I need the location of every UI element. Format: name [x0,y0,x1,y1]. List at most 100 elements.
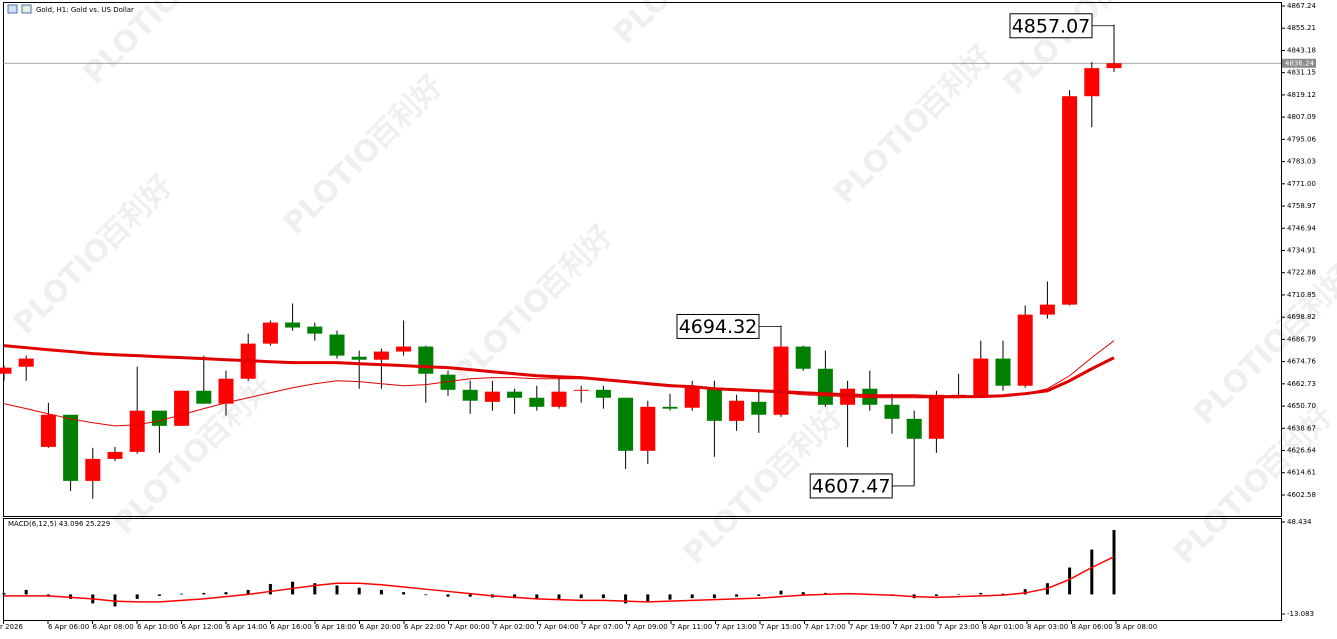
y-tick-label: 4746.94 [1287,224,1316,232]
y-tick-label: 4855.21 [1287,24,1316,32]
macd-bar [624,594,628,604]
candle-body [906,418,922,439]
macd-y-tick-label: -13.083 [1287,610,1314,618]
x-tick-label: 6 Apr 10:00 [137,623,178,631]
y-tick-label: 4698.82 [1287,313,1316,321]
candle-body [396,346,412,352]
macd-bar [979,592,983,595]
x-tick-label: 7 Apr 17:00 [805,623,846,631]
watermark-text: PLOTIO [107,430,218,541]
candle-body [18,358,34,367]
macd-title: MACD(6,12,5) 43.096 25.229 [8,520,110,528]
macd-bar [424,594,428,596]
x-tick-label: 7 Apr 02:00 [493,623,534,631]
candle-body [1039,304,1055,315]
annotation-box [676,313,760,339]
x-tick-label: 8 Apr 08:00 [1116,623,1157,631]
macd-bar [202,592,206,595]
candle-body [85,458,101,481]
candle-body [573,389,589,391]
candle-body [751,401,767,415]
macd-bar [779,590,783,595]
macd-bar [446,594,450,597]
macd-bar [646,594,650,602]
x-tick-label: 7 Apr 13:00 [716,623,757,631]
y-tick-label: 4650.70 [1287,402,1316,410]
y-tick-label: 4807.09 [1287,113,1316,121]
x-tick-label: 6 Apr 18:00 [315,623,356,631]
watermark-text: 百利好 [532,218,620,306]
x-tick-label: 7 Apr 21:00 [894,623,935,631]
macd-bar [735,594,739,597]
x-tick-label: 7 Apr 15:00 [760,623,801,631]
candle-body [351,356,367,360]
macd-bar [379,589,383,595]
y-tick-label: 4771.00 [1287,180,1316,188]
macd-bar [801,592,805,595]
candle-body [1106,63,1122,69]
y-tick-label: 4722.88 [1287,269,1316,277]
macd-bar [224,592,228,595]
candle-body [529,397,545,407]
macd-bar [757,594,761,596]
annotation-connector [759,325,782,327]
candle-body [640,406,656,451]
x-tick-label: 6 Apr 22:00 [404,623,445,631]
candle-body [0,367,12,374]
watermark-text: 百利好 [912,38,1000,126]
y-tick-label: 4602.58 [1287,491,1316,499]
candle-body [595,389,611,398]
current-price-box [1282,58,1316,68]
x-tick-label: 6 Apr 14:00 [226,623,267,631]
chart-title: Gold, H1: Gold vs. US Dollar [36,6,134,14]
x-tick-label: 7 Apr 07:00 [582,623,623,631]
y-tick-label: 4626.64 [1287,447,1316,455]
y-tick-label: 4674.76 [1287,358,1316,366]
candle-body [63,414,79,481]
macd-bar [402,592,406,595]
x-tick-label: 7 Apr 11:00 [671,623,712,631]
candle-body [684,386,700,408]
macd-bar [357,587,361,595]
macd-bar [157,594,161,596]
x-tick-label: 8 Apr 01:00 [983,623,1024,631]
macd-bar [513,594,517,599]
chart-icon [7,4,18,14]
candle-body [662,406,678,409]
x-tick-label: 3 Apr 2026 [0,623,23,631]
x-tick-label: 7 Apr 19:00 [849,623,890,631]
candle-body [817,368,833,405]
candle-body [40,414,56,447]
candle-body [551,391,567,407]
candle-body [706,388,722,421]
y-tick-label: 4795.06 [1287,135,1316,143]
watermark-text: 百利好 [92,168,180,256]
macd-bar [135,594,139,599]
x-tick-label: 6 Apr 20:00 [360,623,401,631]
x-tick-label: 7 Apr 23:00 [938,623,979,631]
macd-bar [1090,549,1094,595]
candle-body [307,326,323,334]
candle-body [196,390,212,404]
x-tick-label: 6 Apr 06:00 [48,623,89,631]
main-panel [3,2,1282,517]
macd-bar [601,594,605,599]
candle-body [1084,68,1100,97]
macd-bar [24,589,28,595]
macd-bar [712,594,716,599]
candle-body [129,410,145,452]
candle-body [373,351,389,360]
y-tick-label: 4638.67 [1287,424,1316,432]
y-tick-label: 4686.79 [1287,335,1316,343]
y-tick-label: 4614.61 [1287,469,1316,477]
macd-bar [246,589,250,595]
watermark-text: PLOTIO [7,230,118,341]
y-tick-label: 4843.18 [1287,46,1316,54]
